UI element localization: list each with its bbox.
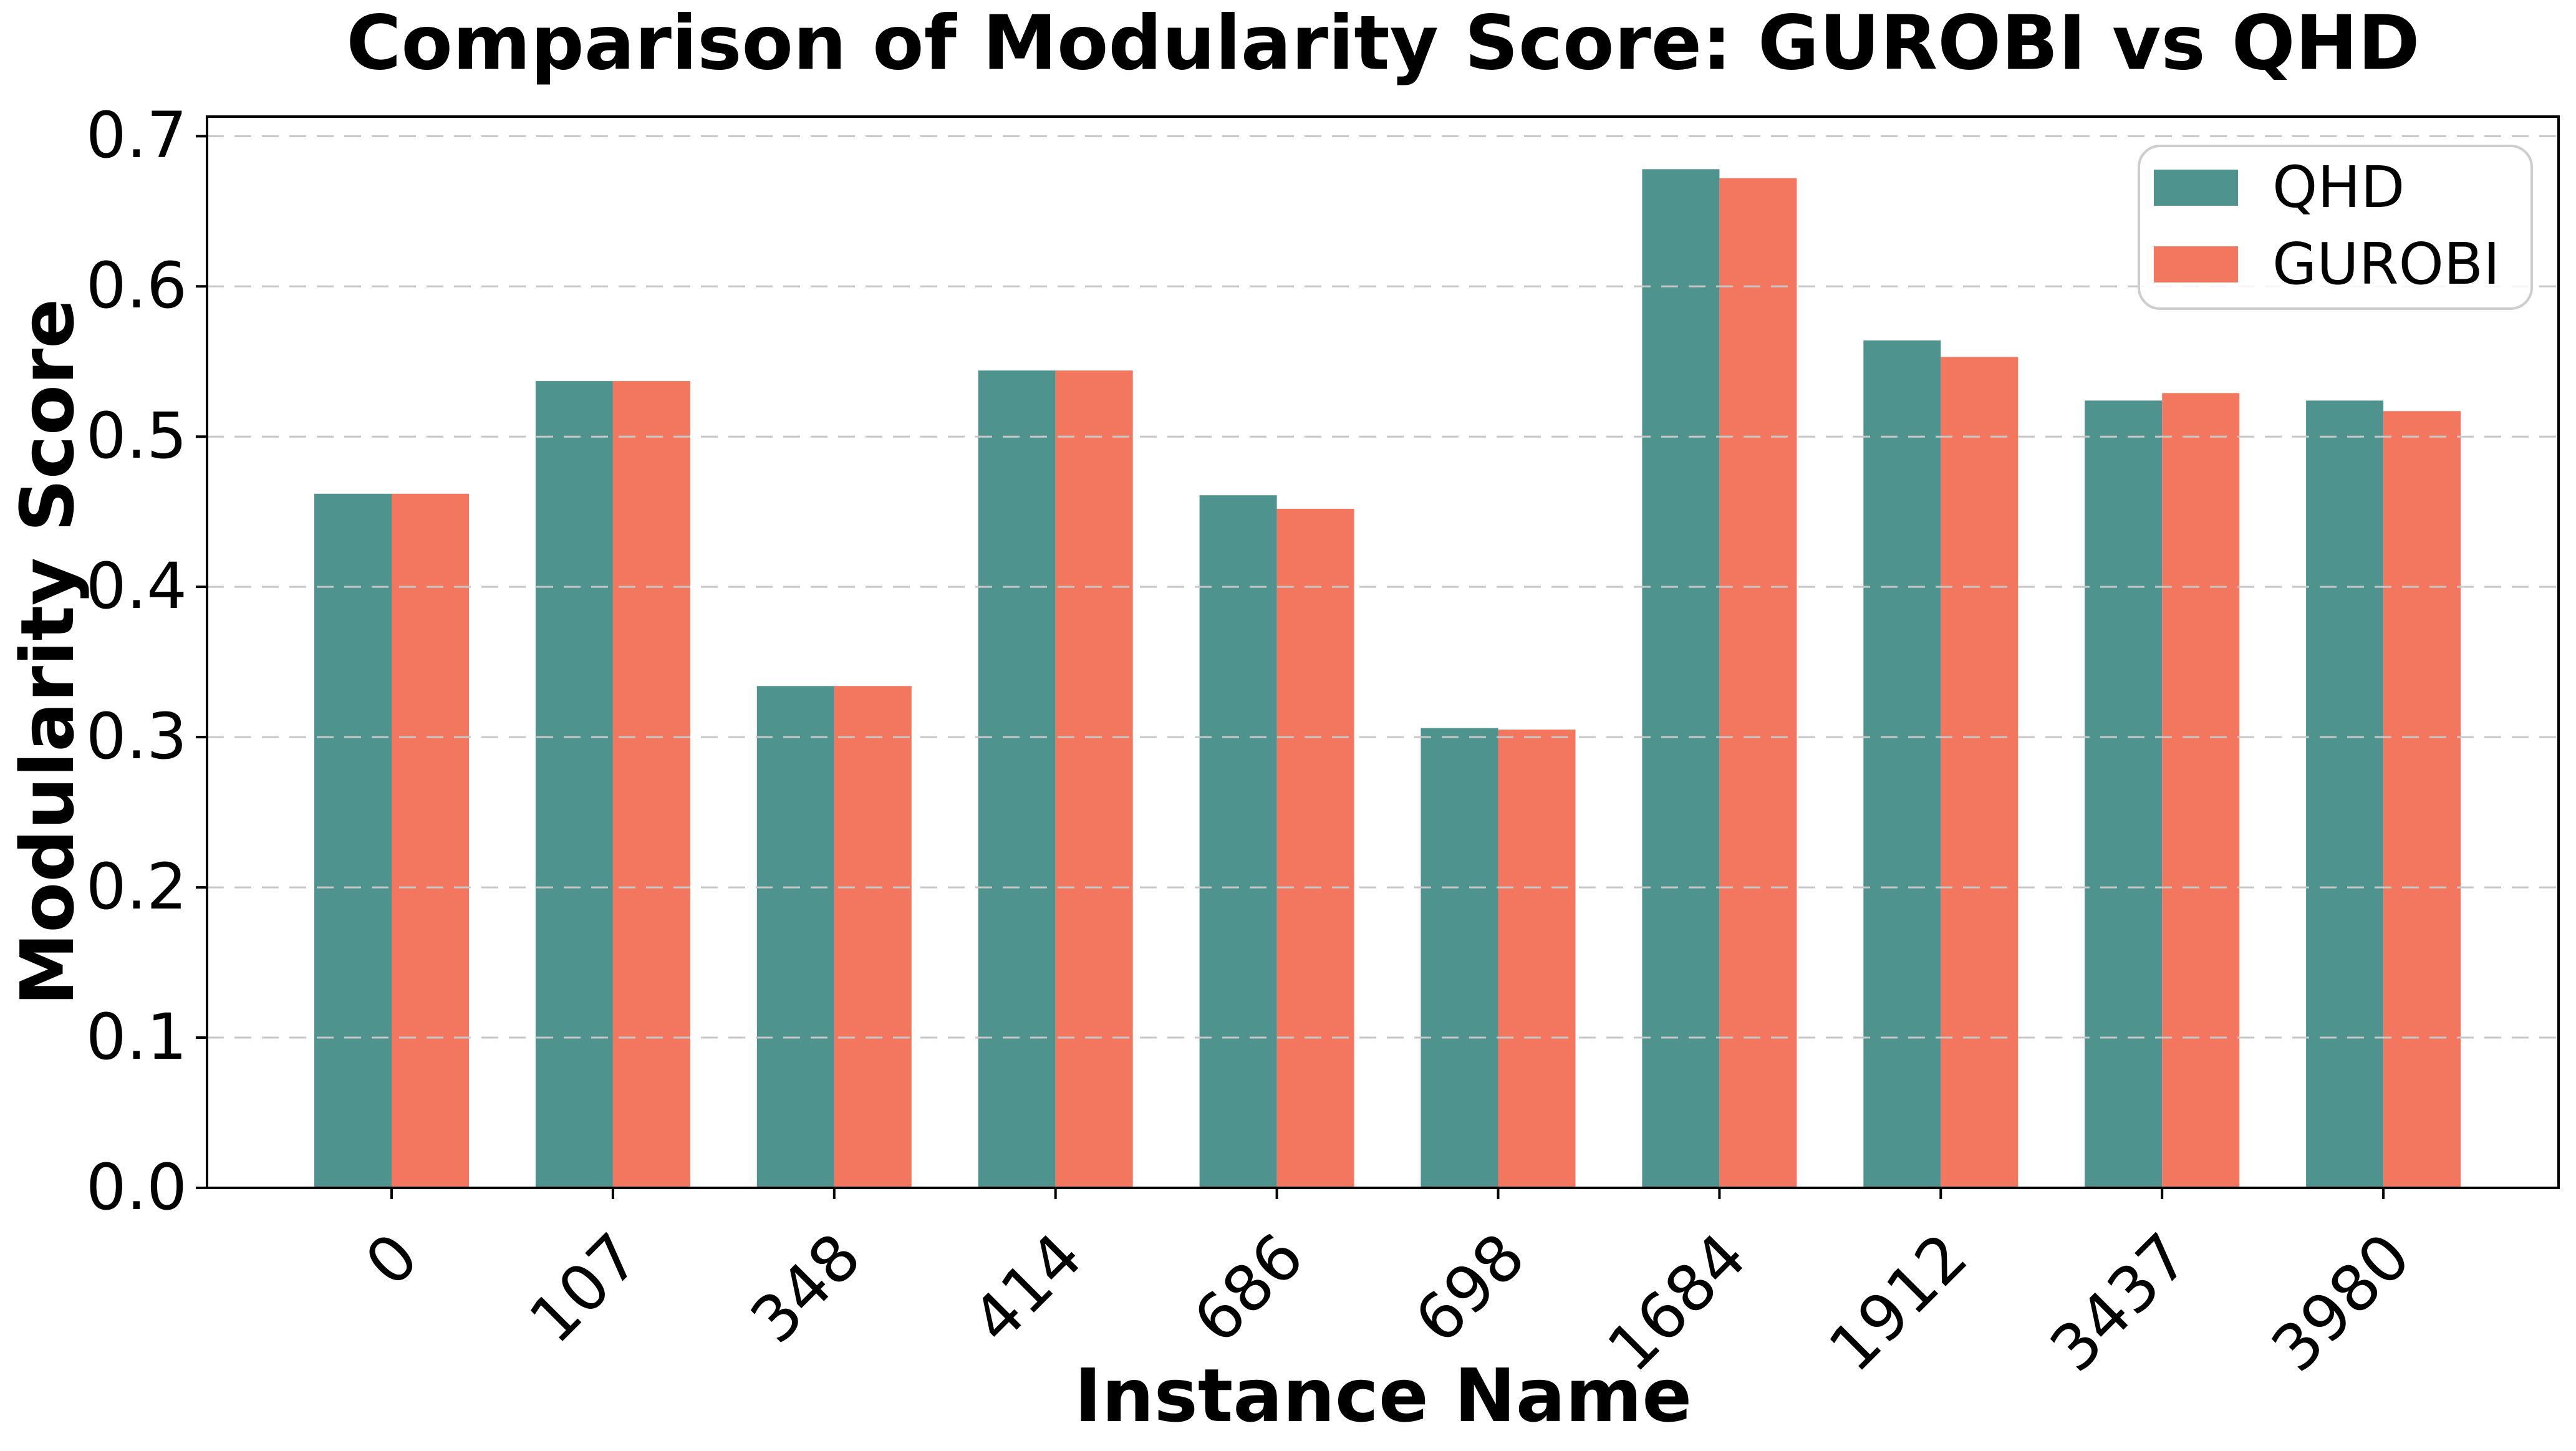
plot-border [206, 115, 2560, 1189]
bar-qhd-1684 [1642, 169, 1720, 1188]
legend-swatch-gurobi [2154, 246, 2238, 282]
bar-gurobi-348 [834, 686, 912, 1188]
bar-gurobi-1684 [1719, 178, 1797, 1188]
y-tick-label: 0.7 [85, 99, 187, 173]
legend-box: QHD GUROBI [2138, 145, 2533, 310]
bar-gurobi-686 [1276, 508, 1354, 1188]
bar-qhd-686 [1199, 495, 1277, 1188]
y-tick-label: 0.1 [85, 1000, 187, 1075]
y-tick-label: 0.6 [85, 249, 187, 324]
bar-gurobi-3437 [2162, 393, 2240, 1188]
y-axis-label: Modularity Score [4, 298, 90, 1006]
legend-label: QHD [2272, 154, 2405, 221]
y-tick-label: 0.2 [85, 850, 187, 925]
legend-item-gurobi: GUROBI [2140, 236, 2530, 293]
legend-swatch-qhd [2154, 170, 2238, 206]
y-tick-label: 0.5 [85, 399, 187, 474]
bar-qhd-348 [756, 686, 834, 1188]
bar-qhd-1912 [1863, 340, 1941, 1188]
legend-label: GUROBI [2272, 231, 2501, 297]
bar-qhd-3437 [2085, 400, 2163, 1188]
bar-qhd-0 [314, 493, 392, 1188]
legend-item-qhd: QHD [2140, 159, 2530, 216]
chart-title: Comparison of Modularity Score: GUROBI v… [346, 0, 2420, 87]
bar-gurobi-107 [612, 381, 690, 1188]
x-axis-label: Instance Name [1074, 1352, 1692, 1439]
bar-qhd-3980 [2306, 400, 2384, 1188]
bar-gurobi-0 [392, 493, 469, 1188]
bar-qhd-414 [978, 370, 1056, 1188]
bar-gurobi-698 [1498, 730, 1576, 1188]
bar-gurobi-3980 [2383, 411, 2461, 1188]
y-tick-label: 0.3 [85, 700, 187, 774]
y-tick-label: 0.0 [85, 1150, 187, 1225]
bar-gurobi-1912 [1941, 357, 2019, 1188]
bar-qhd-107 [535, 381, 613, 1188]
bar-qhd-698 [1421, 728, 1498, 1188]
y-tick-label: 0.4 [85, 549, 187, 624]
bar-gurobi-414 [1055, 370, 1133, 1188]
